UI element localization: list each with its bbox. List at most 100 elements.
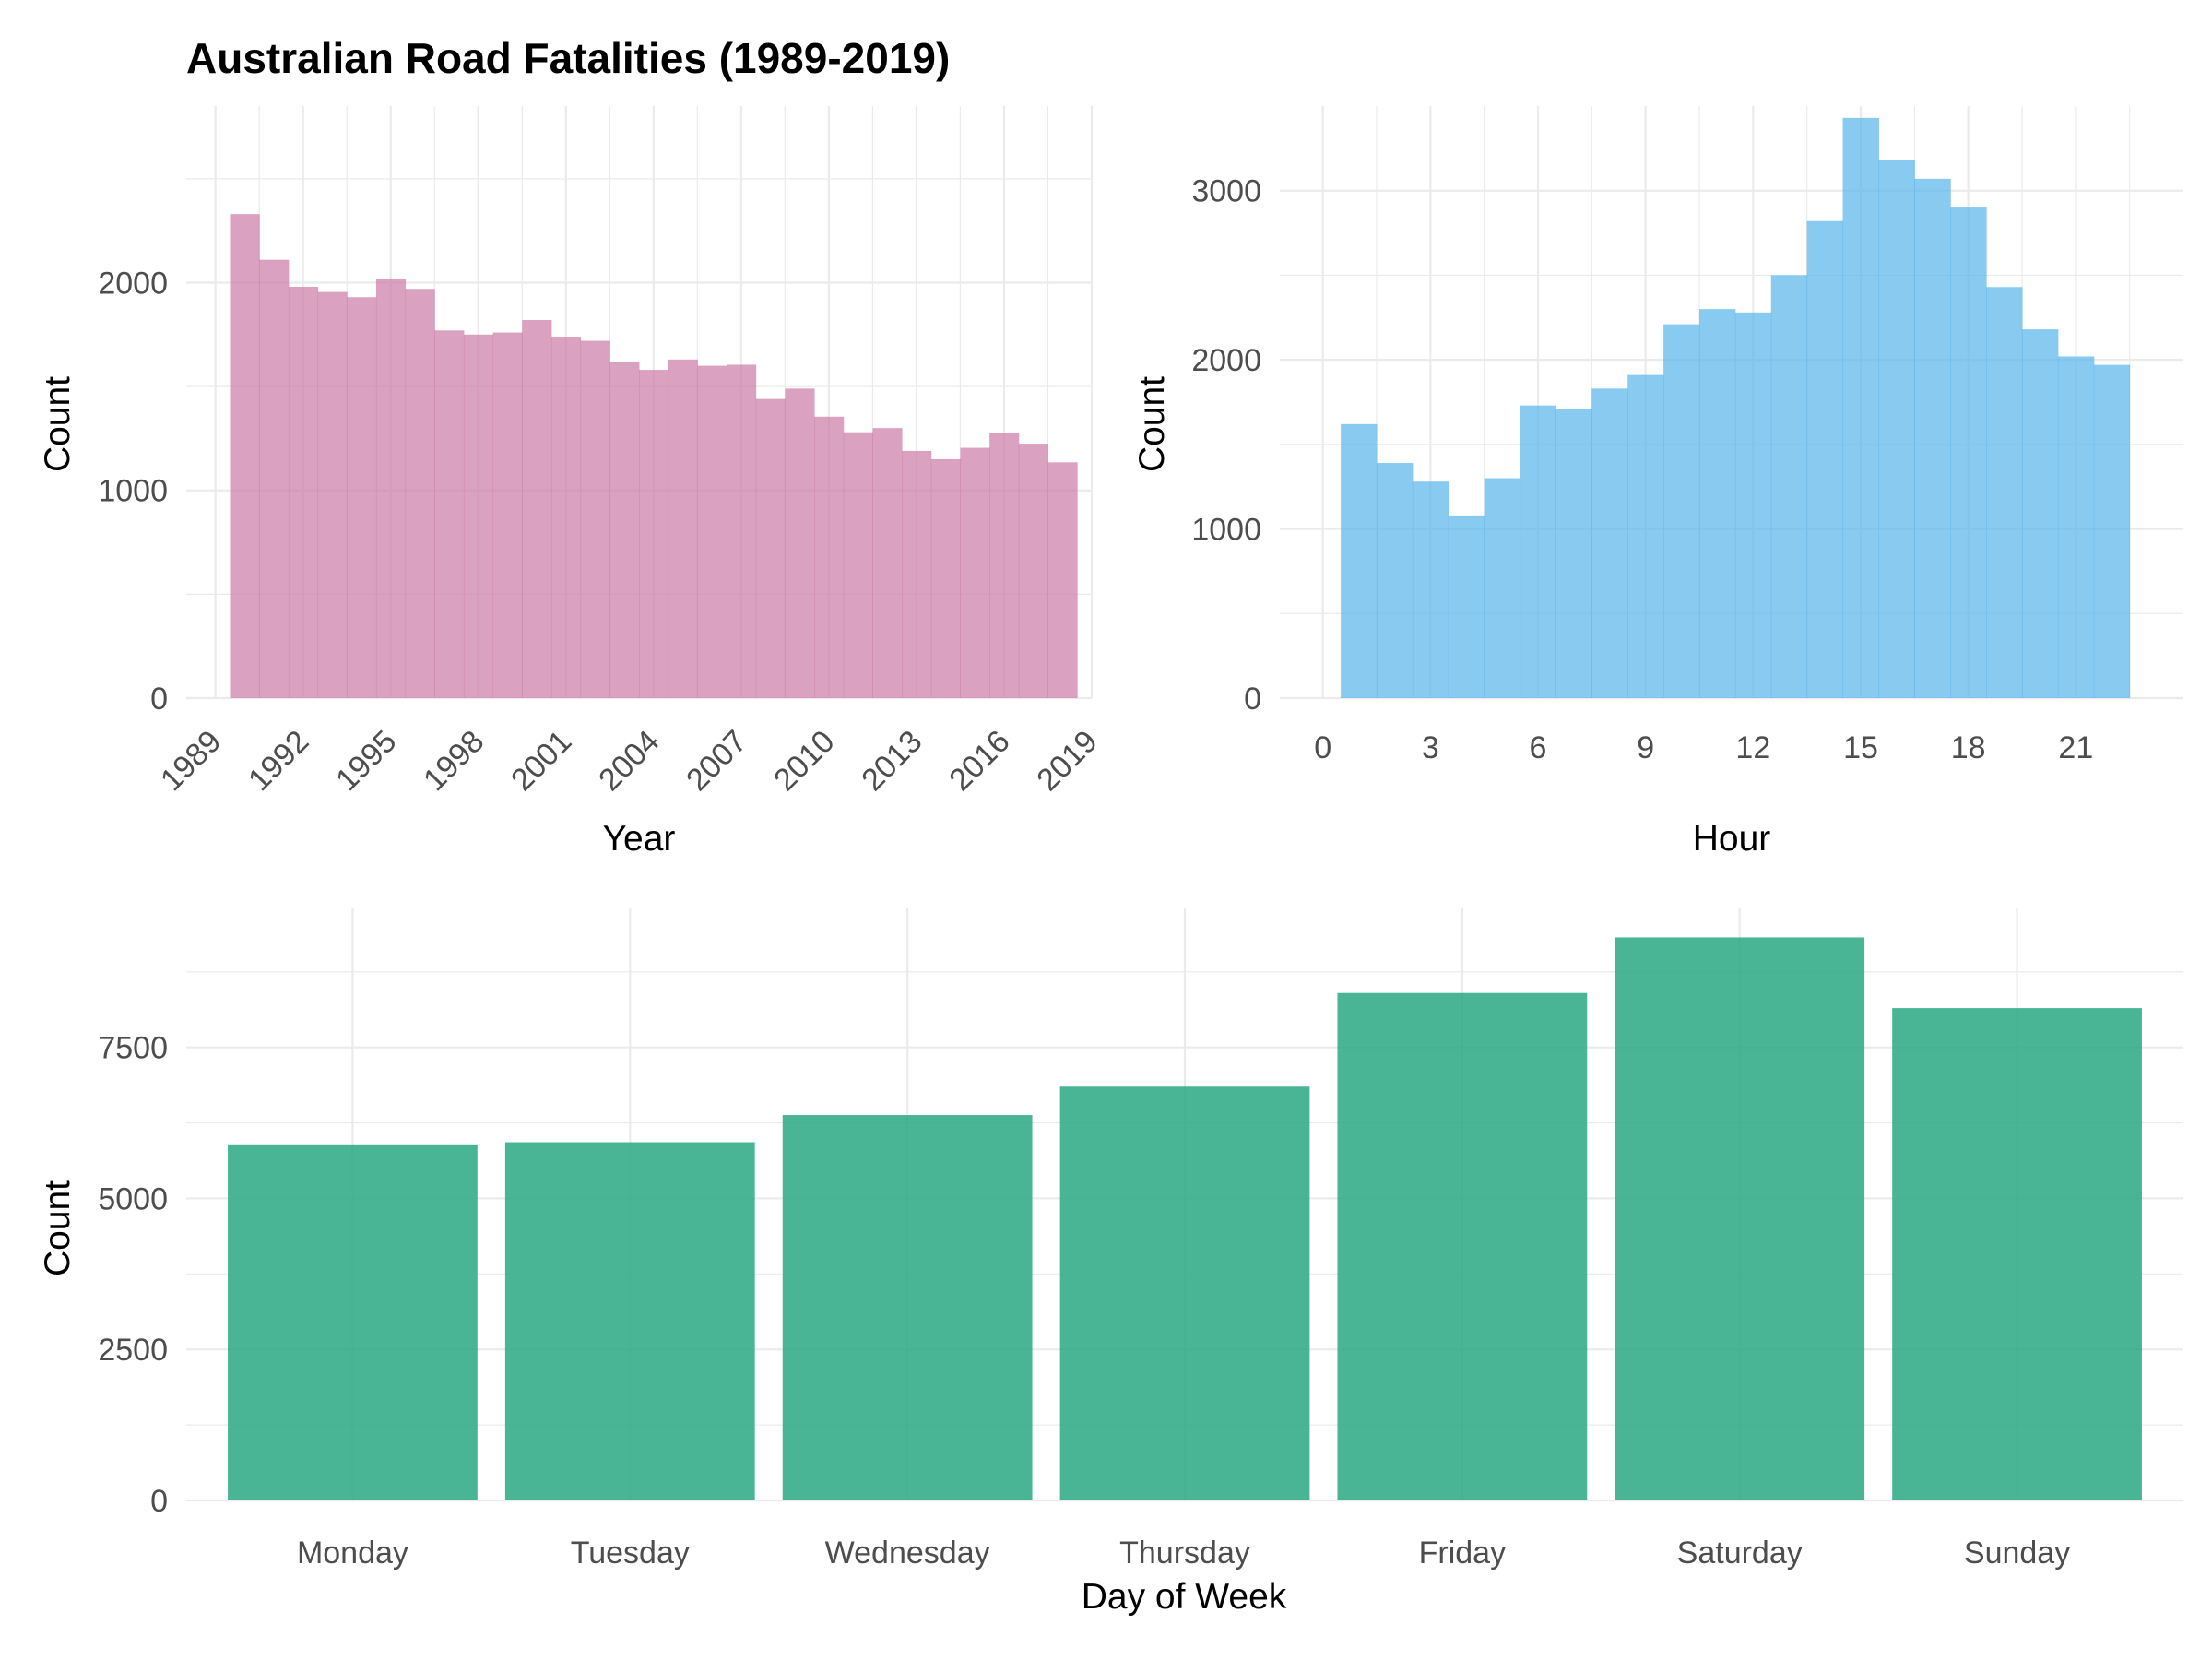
y-tick-label: 2000	[1191, 343, 1261, 378]
histogram-bar	[639, 370, 669, 698]
histogram-bar	[347, 297, 377, 698]
histogram-bar	[1484, 478, 1521, 698]
histogram-bar	[843, 432, 873, 698]
y-tick-label: 2500	[98, 1333, 168, 1368]
x-tick-label: 1989	[154, 724, 228, 798]
histogram-bar	[697, 365, 727, 698]
y-axis-title: Count	[1132, 376, 1172, 472]
histogram-bar	[1018, 444, 1048, 698]
x-tick-label: 2007	[680, 724, 753, 798]
x-tick-label: 2016	[942, 724, 1016, 798]
x-tick-label: 2001	[504, 724, 578, 798]
histogram-bar	[288, 286, 319, 698]
histogram-bar	[2022, 329, 2059, 698]
x-tick-label: 15	[1843, 730, 1878, 765]
x-tick-label: 2004	[592, 724, 666, 798]
y-axis-title: Count	[38, 1180, 77, 1276]
x-tick-label: 0	[1314, 730, 1331, 765]
chart-panel-2: 0 1000 2000 3000 0 3 6 9 12 15 18 21 Hour Count	[1132, 106, 2183, 859]
histogram-bar	[1555, 409, 1592, 698]
y-tick-label: 0	[150, 1484, 168, 1519]
x-tick-label: Saturday	[1677, 1536, 1803, 1571]
x-tick-label: Thursday	[1119, 1536, 1250, 1571]
histogram-bar	[1699, 309, 1736, 698]
histogram-bar	[1950, 208, 1987, 699]
histogram-bar	[1842, 117, 1879, 699]
x-tick-label: 21	[2058, 730, 2093, 765]
x-tick-label: 9	[1637, 730, 1654, 765]
bar-sunday	[1892, 1008, 2142, 1500]
histogram-bar	[727, 364, 757, 698]
histogram-bar	[550, 337, 582, 698]
histogram-bar	[1412, 481, 1449, 698]
histogram-bar	[755, 398, 786, 698]
histogram-bar	[375, 278, 407, 698]
histogram-bar	[1663, 324, 1700, 698]
histogram-bar	[463, 334, 494, 698]
x-tick-label: Wednesday	[825, 1536, 990, 1571]
x-tick-label: Sunday	[1964, 1536, 2070, 1571]
histogram-bar	[1047, 462, 1078, 698]
x-tick-label: 3	[1422, 730, 1439, 765]
histogram-bar	[902, 450, 932, 698]
x-tick-label: 12	[1735, 730, 1770, 765]
x-axis-title: Day of Week	[1082, 1577, 1287, 1617]
histogram-bar	[1520, 405, 1556, 698]
x-tick-label: 1995	[329, 724, 403, 798]
histogram-bar	[785, 388, 815, 698]
histogram-bar	[872, 428, 903, 698]
y-tick-label: 0	[1244, 682, 1261, 717]
bar-friday	[1337, 992, 1588, 1500]
y-tick-label: 0	[150, 682, 168, 717]
histogram-bar	[1627, 374, 1664, 698]
histogram-bar	[960, 447, 990, 698]
histogram-bar	[1734, 312, 1772, 698]
histogram-bar	[2057, 356, 2095, 698]
histogram-bar	[522, 320, 552, 698]
histogram-bar	[814, 416, 845, 698]
x-tick-label: 2013	[855, 724, 929, 798]
histogram-bar	[405, 289, 435, 698]
x-axis-title: Hour	[1693, 819, 1771, 859]
x-tick-label: 18	[1951, 730, 1986, 765]
histogram-bar	[1806, 220, 1844, 698]
histogram-bar	[1377, 463, 1414, 698]
y-tick-label: 1000	[1191, 513, 1261, 548]
histogram-bar	[317, 291, 348, 698]
histogram-bar	[1341, 423, 1378, 698]
histogram-bar	[1914, 178, 1951, 699]
histogram-bar	[609, 362, 640, 698]
histogram-bar	[492, 332, 523, 698]
histogram-bar	[1878, 160, 1915, 698]
bar-thursday	[1059, 1086, 1310, 1500]
x-tick-label: Monday	[297, 1536, 408, 1571]
histogram-bar	[2093, 364, 2131, 698]
histogram-bar	[668, 359, 698, 698]
histogram-bar	[434, 330, 465, 698]
y-tick-label: 7500	[98, 1031, 168, 1066]
bar-tuesday	[504, 1142, 755, 1500]
y-axis-title: Count	[38, 376, 77, 472]
histogram-bar	[1986, 287, 2023, 698]
histogram-bar	[930, 458, 961, 698]
y-tick-label: 2000	[98, 266, 168, 301]
y-tick-label: 3000	[1191, 174, 1261, 209]
y-tick-label: 1000	[98, 474, 168, 509]
page-title: Australian Road Fatalities (1989-2019)	[186, 34, 951, 82]
x-tick-label: 1998	[417, 724, 491, 798]
histogram-bar	[230, 214, 260, 698]
histogram-bar	[580, 340, 610, 698]
x-tick-label: 2019	[1030, 724, 1104, 798]
x-tick-label: Friday	[1419, 1536, 1506, 1571]
chart-panel-3: 0 2500 5000 7500 Monday Tuesday Wednesday Thurs…	[38, 908, 2183, 1617]
x-axis-title: Year	[603, 819, 676, 859]
histogram-bar	[1448, 515, 1485, 698]
histogram-bar	[1591, 388, 1628, 698]
x-tick-label: 2010	[767, 724, 841, 798]
y-tick-label: 5000	[98, 1181, 168, 1216]
histogram-bar	[1770, 275, 1808, 698]
histogram-bar	[989, 433, 1020, 698]
histogram-bar	[259, 259, 290, 698]
